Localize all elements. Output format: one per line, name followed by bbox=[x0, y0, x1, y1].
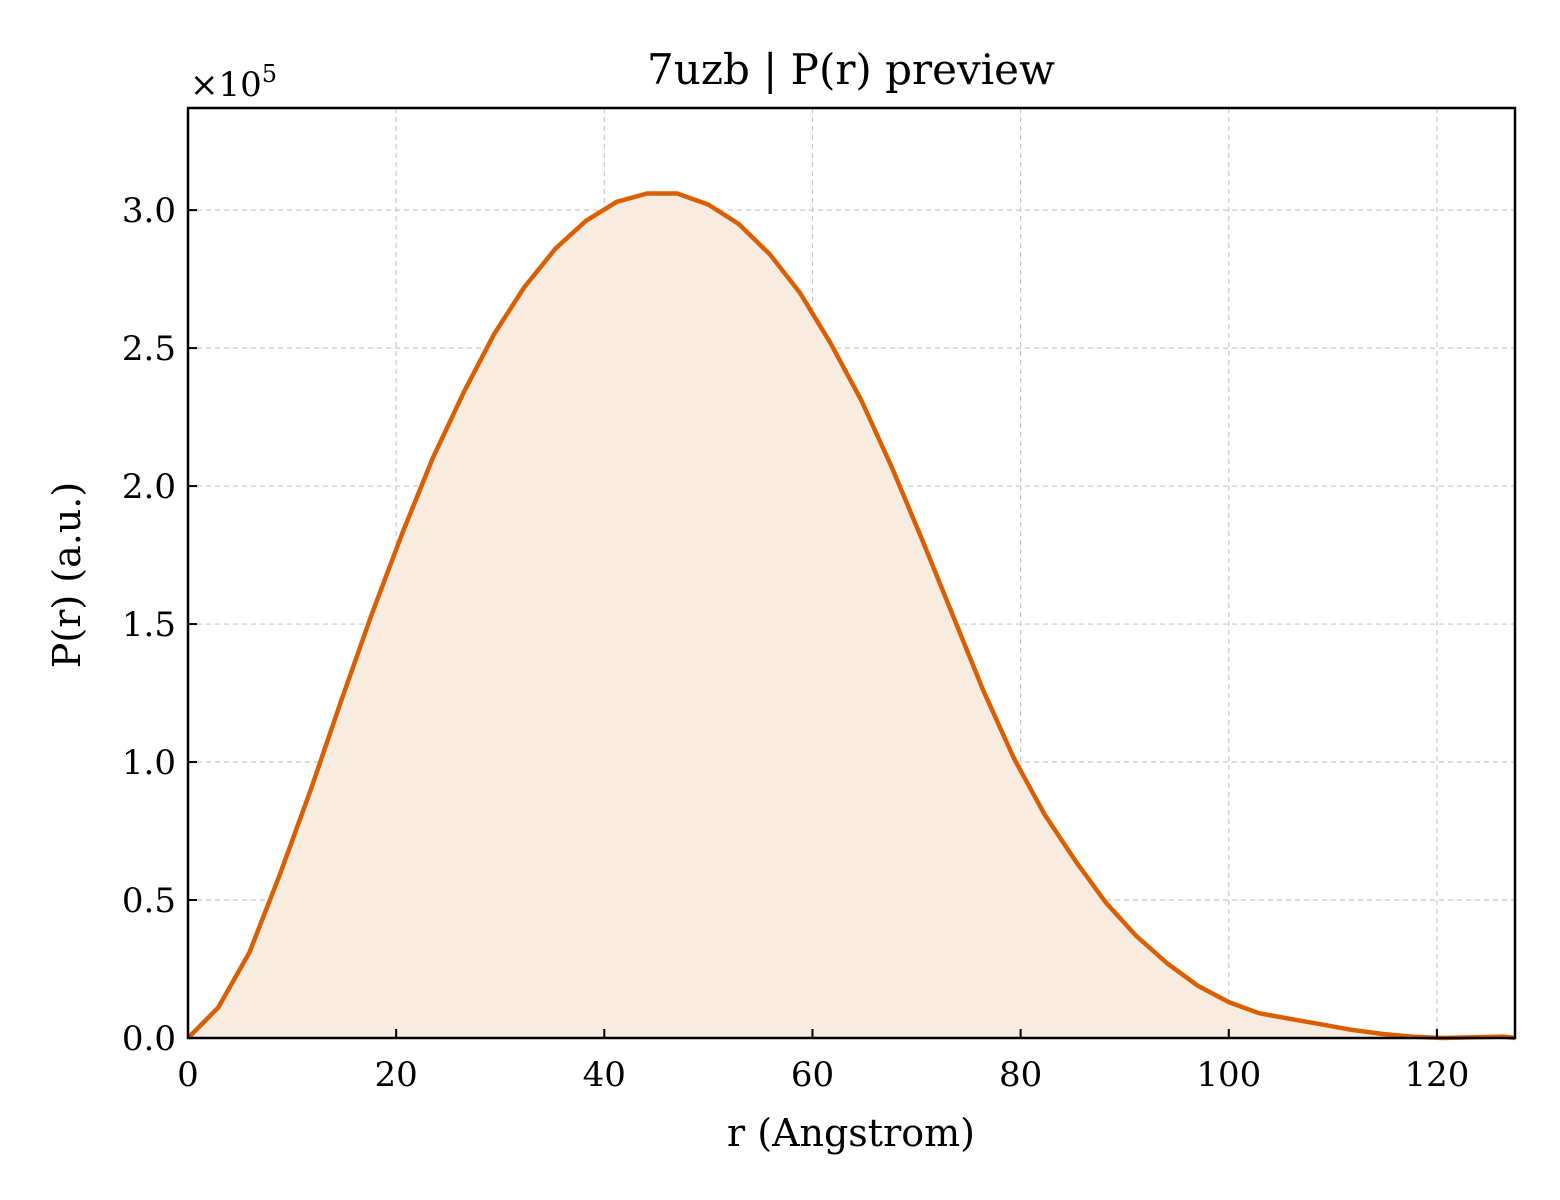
y-tick-label: 2.5 bbox=[122, 329, 176, 369]
x-tick-label: 20 bbox=[375, 1055, 418, 1095]
pr-curve-line bbox=[186, 191, 1516, 1041]
x-tick-label: 0 bbox=[177, 1055, 199, 1095]
line-layer bbox=[186, 191, 1516, 1041]
tick-layer: 0 20 40 60 80 100 120 0.0 0.5 1.0 1.5 2.0 2.5 3.0 bbox=[122, 191, 1469, 1095]
area-layer bbox=[188, 193, 1515, 1038]
x-tick-label: 100 bbox=[1196, 1055, 1261, 1095]
x-tick-label: 120 bbox=[1404, 1055, 1469, 1095]
x-tick-label: 80 bbox=[999, 1055, 1042, 1095]
y-axis-label: P(r) (a.u.) bbox=[45, 482, 89, 668]
y-tick-label: 3.0 bbox=[122, 191, 176, 231]
x-axis-label: r (Angstrom) bbox=[727, 1111, 975, 1155]
y-tick-label: 1.0 bbox=[122, 743, 176, 783]
y-tick-label: 2.0 bbox=[122, 467, 176, 507]
y-multiplier-base: ×10 bbox=[190, 65, 262, 105]
y-tick-label: 1.5 bbox=[122, 605, 176, 645]
y-tick-label: 0.5 bbox=[122, 881, 176, 921]
y-tick-label: 0.0 bbox=[122, 1019, 176, 1059]
x-tick-label: 60 bbox=[791, 1055, 834, 1095]
x-tick-label: 40 bbox=[583, 1055, 626, 1095]
plot-frame bbox=[186, 106, 1517, 1040]
pr-area-fill bbox=[188, 193, 1515, 1038]
y-multiplier-label: ×105 bbox=[190, 60, 277, 105]
chart-title: 7uzb | P(r) preview bbox=[647, 45, 1055, 94]
y-multiplier-exponent: 5 bbox=[262, 60, 277, 88]
